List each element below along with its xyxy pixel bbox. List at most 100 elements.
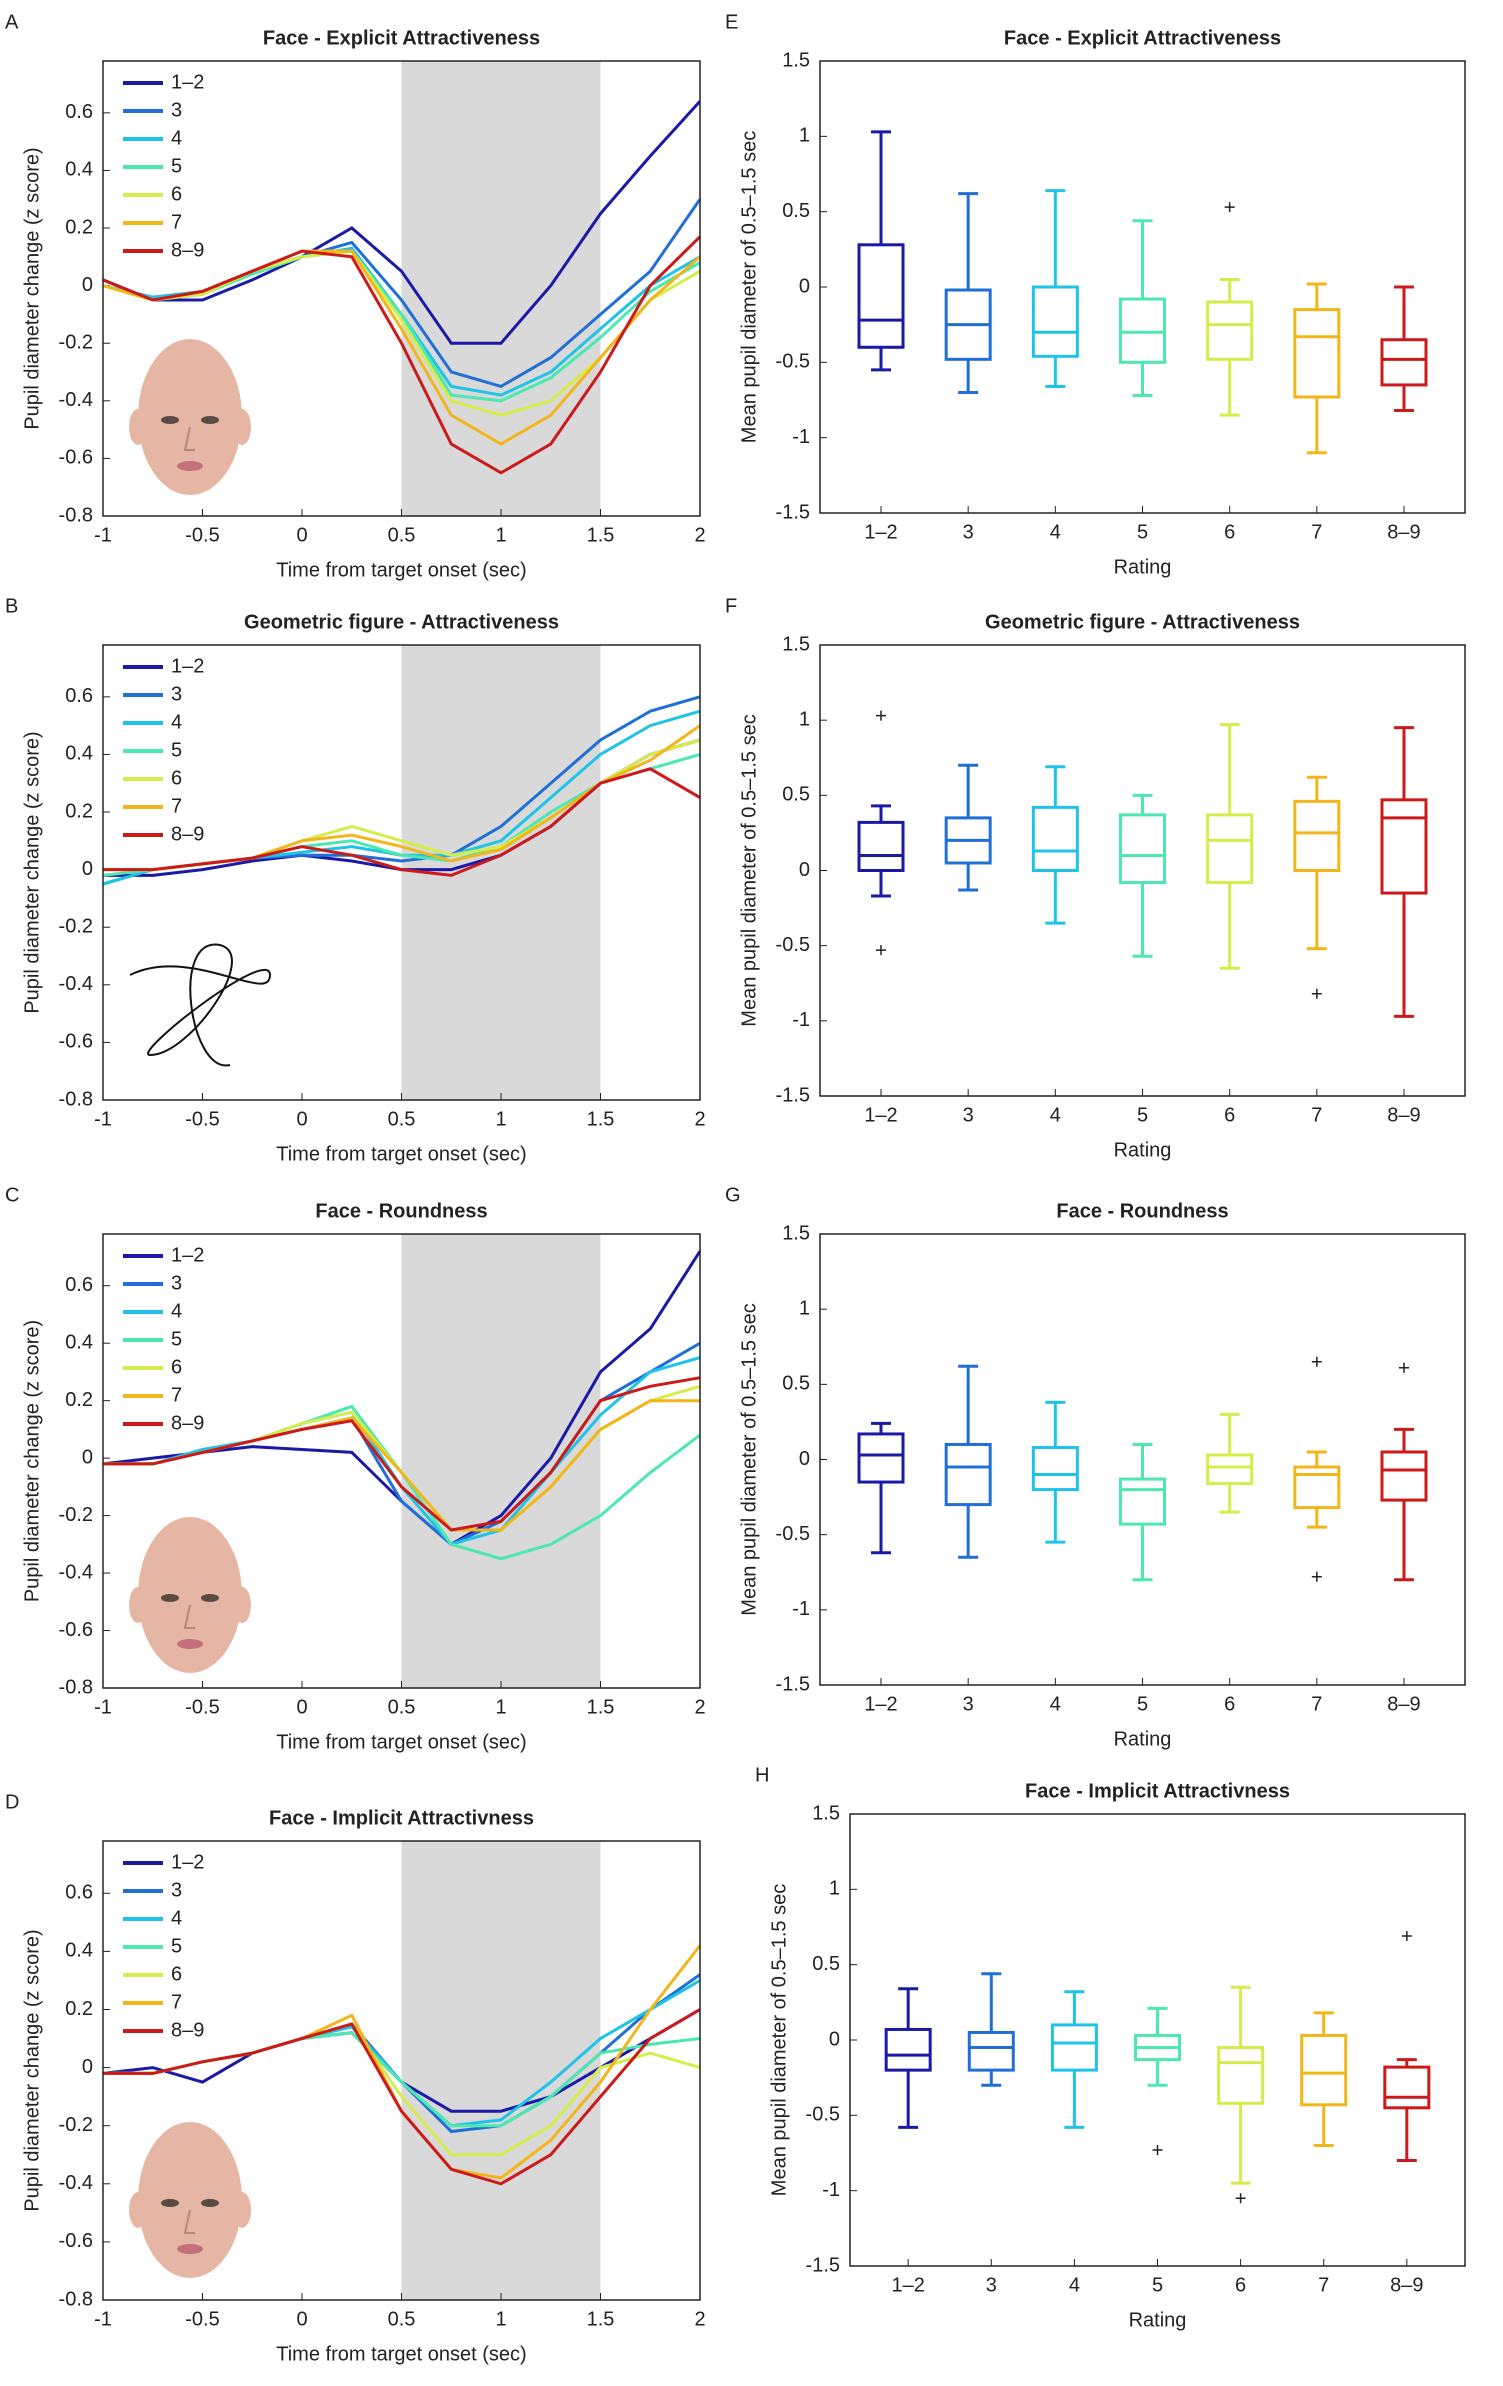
y-tick-label: 0.5 <box>782 784 810 806</box>
x-tick-label: 1 <box>495 2308 506 2330</box>
x-tick-label: 4 <box>1050 1104 1061 1126</box>
x-tick-label: 4 <box>1050 1693 1061 1715</box>
y-tick-label: 0 <box>799 859 810 881</box>
y-tick-label: 1.5 <box>782 633 810 655</box>
x-tick-label: 4 <box>1050 521 1061 543</box>
head <box>138 1517 242 1673</box>
legend-label: 5 <box>171 1328 182 1350</box>
x-tick-label: 2 <box>694 1696 705 1718</box>
eye <box>161 1594 179 1602</box>
box <box>1380 1450 1428 1502</box>
outlier <box>1401 1931 1412 1942</box>
x-tick-label: 3 <box>963 1104 974 1126</box>
panel-letter: E <box>725 11 738 33</box>
legend-label: 1–2 <box>171 1244 204 1266</box>
y-axis-label: Mean pupil diameter of 0.5–1.5 sec <box>768 1884 790 2196</box>
legend-label: 1–2 <box>171 1851 204 1873</box>
box <box>1383 2065 1431 2110</box>
y-tick-label: -0.8 <box>59 2288 93 2310</box>
x-tick-label: 1.5 <box>587 1108 615 1130</box>
y-tick-label: 0 <box>82 274 93 296</box>
y-tick-label: 0 <box>82 858 93 880</box>
x-tick-label: 0.5 <box>388 1696 416 1718</box>
x-tick-label: 7 <box>1311 521 1322 543</box>
y-tick-label: 0.2 <box>65 1389 93 1411</box>
face-illustration <box>129 339 251 495</box>
panel-letter: A <box>5 11 19 33</box>
panel-letter: F <box>725 595 737 617</box>
box <box>857 820 905 872</box>
plot-frame <box>102 60 701 517</box>
eye <box>201 416 219 424</box>
chart-title: Geometric figure - Attractiveness <box>244 611 559 633</box>
y-tick-label: -0.5 <box>776 351 810 373</box>
legend-label: 4 <box>171 1300 182 1322</box>
x-tick-label: 5 <box>1152 2274 1163 2296</box>
x-tick-label: 3 <box>963 521 974 543</box>
x-axis-label: Time from target onset (sec) <box>276 2343 526 2365</box>
y-tick-label: 0.2 <box>65 1998 93 2020</box>
y-tick-label: -1 <box>792 1598 810 1620</box>
legend-label: 5 <box>171 739 182 761</box>
y-tick-label: 0 <box>799 1448 810 1470</box>
x-tick-label: 1 <box>495 1108 506 1130</box>
x-tick-label: 8–9 <box>1387 1104 1420 1126</box>
curve <box>129 943 272 1067</box>
y-tick-label: 1.5 <box>782 1222 810 1244</box>
y-tick-label: -0.4 <box>59 1561 93 1583</box>
y-tick-label: -0.2 <box>59 1504 93 1526</box>
x-tick-label: -1 <box>94 1696 112 1718</box>
y-tick-label: 0.4 <box>65 743 93 765</box>
box <box>1300 2033 1348 2107</box>
y-tick-label: -0.6 <box>59 447 93 469</box>
x-tick-label: 0 <box>296 524 307 546</box>
x-tick-label: 1.5 <box>587 1696 615 1718</box>
y-tick-label: 0.6 <box>65 685 93 707</box>
plot-frame <box>819 644 1466 1097</box>
x-tick-label: 7 <box>1311 1693 1322 1715</box>
x-tick-label: -0.5 <box>185 1696 219 1718</box>
y-tick-label: 0.6 <box>65 1274 93 1296</box>
x-tick-label: 6 <box>1235 2274 1246 2296</box>
x-tick-label: 5 <box>1137 521 1148 543</box>
x-axis-label: Time from target onset (sec) <box>276 1731 526 1753</box>
y-tick-label: 0.4 <box>65 159 93 181</box>
legend-label: 5 <box>171 1935 182 1957</box>
y-tick-label: -0.8 <box>59 504 93 526</box>
y-tick-label: 1 <box>799 125 810 147</box>
panel-letter: H <box>755 1764 769 1786</box>
y-tick-label: -1.5 <box>806 2254 840 2276</box>
x-tick-label: -0.5 <box>185 2308 219 2330</box>
legend-label: 4 <box>171 127 182 149</box>
legend-label: 7 <box>171 1384 182 1406</box>
y-tick-label: 0 <box>82 2056 93 2078</box>
x-tick-label: 8–9 <box>1387 1693 1420 1715</box>
box <box>1293 1465 1341 1510</box>
y-axis-label: Pupil diameter change (z score) <box>21 1929 43 2211</box>
legend-label: 6 <box>171 1356 182 1378</box>
y-tick-label: 0 <box>82 1446 93 1468</box>
x-tick-label: 1–2 <box>891 2274 924 2296</box>
legend-label: 3 <box>171 1272 182 1294</box>
y-tick-label: -0.2 <box>59 915 93 937</box>
y-tick-label: 0.5 <box>782 200 810 222</box>
y-tick-label: -0.8 <box>59 1088 93 1110</box>
panel-letter: G <box>725 1184 741 1206</box>
y-tick-label: 0.5 <box>812 1953 840 1975</box>
chart-title: Face - Roundness <box>1056 1200 1228 1222</box>
series-line <box>102 235 702 475</box>
box <box>1031 1445 1079 1492</box>
y-tick-label: 0 <box>799 275 810 297</box>
legend-label: 1–2 <box>171 71 204 93</box>
y-tick-label: -1.5 <box>776 1084 810 1106</box>
eye <box>201 1594 219 1602</box>
y-tick-label: -0.6 <box>59 2230 93 2252</box>
plot-frame <box>849 1813 1466 2267</box>
x-tick-label: 8–9 <box>1390 2274 1423 2296</box>
legend-label: 6 <box>171 767 182 789</box>
eye <box>161 2199 179 2207</box>
x-tick-label: 7 <box>1311 1104 1322 1126</box>
y-tick-label: -1.5 <box>776 1673 810 1695</box>
nose <box>183 2209 195 2234</box>
